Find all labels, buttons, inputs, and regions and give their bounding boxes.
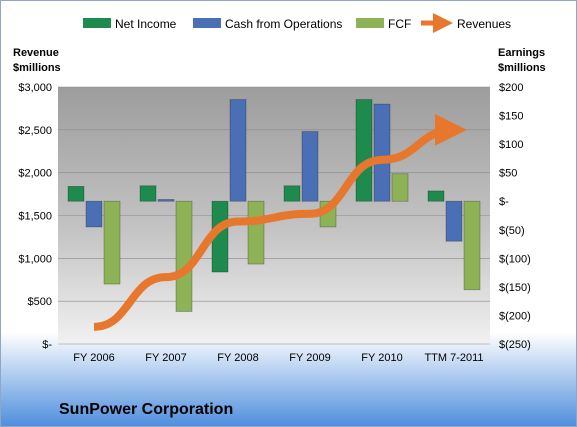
bar-fcf	[247, 200, 265, 265]
legend-label-net-income: Net Income	[115, 17, 177, 31]
bar-cash-from-operations	[301, 131, 319, 202]
right-axis-title-line2: $millions	[498, 62, 546, 74]
left-axis-title-line2: $millions	[13, 62, 61, 74]
right-tick-label: $(200)	[499, 310, 531, 322]
right-tick-label: $150	[499, 111, 523, 123]
category-label: FY 2006	[73, 352, 114, 364]
bar-net-income	[427, 190, 445, 202]
bar-fcf	[175, 200, 193, 312]
category-label: FY 2007	[145, 352, 186, 364]
legend-label-fcf: FCF	[388, 17, 411, 31]
left-tick-label: $-	[42, 339, 52, 351]
line-revenues	[93, 113, 467, 331]
left-tick-label: $1,500	[18, 211, 52, 223]
left-tick-label: $1,000	[18, 253, 52, 265]
bar-fcf	[463, 200, 481, 291]
left-axis-ticks: $- $500 $1,000 $1,500 $2,000 $2,500 $3,000	[18, 82, 52, 351]
legend-label-revenues: Revenues	[457, 17, 511, 31]
bar-net-income	[355, 99, 373, 202]
legend-swatch-net-income	[83, 18, 111, 28]
right-tick-label: $(150)	[499, 282, 531, 294]
right-tick-label: $(250)	[499, 339, 531, 351]
right-tick-label: $(50)	[499, 225, 525, 237]
category-label: TTM 7-2011	[424, 352, 483, 364]
right-tick-label: $100	[499, 139, 523, 151]
right-axis-title-line1: Earnings	[498, 47, 545, 59]
category-label: FY 2008	[217, 352, 258, 364]
right-tick-label: $-	[499, 196, 509, 208]
category-label: FY 2010	[361, 352, 402, 364]
left-tick-label: $2,500	[18, 125, 52, 137]
right-tick-label: $(100)	[499, 253, 531, 265]
bar-net-income	[283, 185, 301, 202]
legend-swatch-cash-from-operations	[193, 18, 221, 28]
bar-fcf	[391, 173, 409, 202]
gridlines	[58, 86, 490, 345]
chart-title: SunPower Corporation	[59, 401, 233, 418]
right-tick-label: $200	[499, 82, 523, 94]
legend-swatch-fcf	[356, 18, 384, 28]
right-axis-ticks: $(250) $(200) $(150) $(100) $(50) $- $50 $100 $1…	[499, 82, 531, 351]
category-label: FY 2009	[289, 352, 330, 364]
legend: Net Income Cash from Operations FCF Reve…	[83, 13, 511, 33]
bar-net-income	[139, 185, 157, 202]
left-axis-title-line1: Revenue	[13, 47, 59, 59]
bar-cash-from-operations	[445, 200, 463, 242]
line-series	[93, 113, 467, 331]
bar-cash-from-operations	[85, 200, 103, 228]
left-tick-label: $500	[28, 296, 52, 308]
bar-net-income	[67, 186, 85, 202]
bar-fcf	[103, 200, 121, 285]
bar-cash-from-operations	[229, 99, 247, 202]
bar-cash-from-operations	[157, 199, 175, 202]
bar-cash-from-operations	[373, 103, 391, 202]
left-tick-label: $2,000	[18, 168, 52, 180]
left-tick-label: $3,000	[18, 82, 52, 94]
right-tick-label: $50	[499, 168, 517, 180]
category-labels: FY 2006 FY 2007 FY 2008 FY 2009 FY 2010 TTM 7…	[73, 352, 483, 364]
legend-label-cash-from-operations: Cash from Operations	[225, 17, 342, 31]
bar-series	[67, 99, 481, 312]
